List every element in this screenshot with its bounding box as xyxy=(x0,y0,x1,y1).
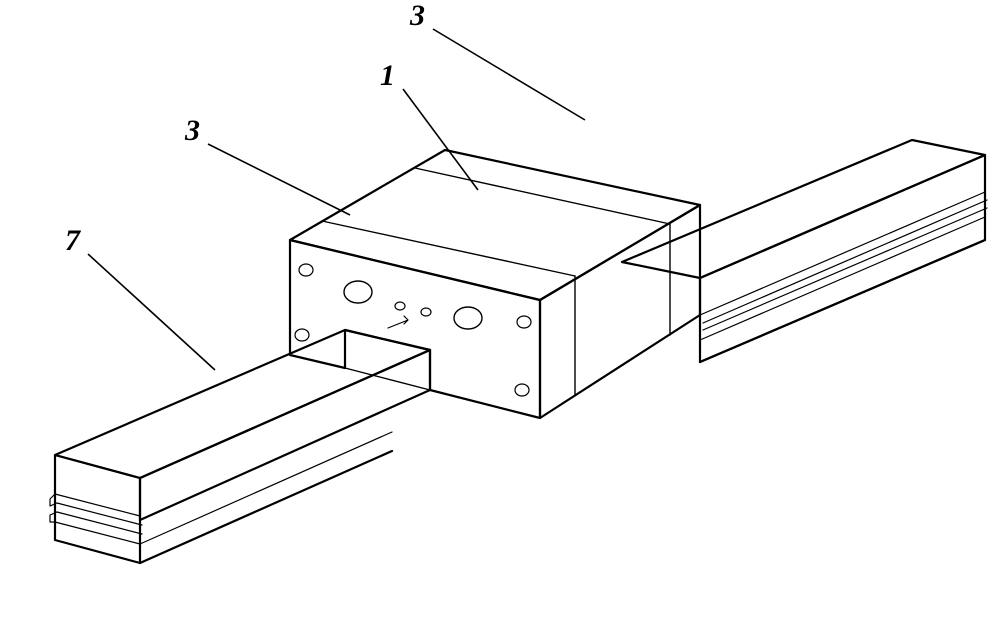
leader-line-endcap_left xyxy=(208,144,350,215)
screw-hole xyxy=(517,316,531,328)
rail-front-base xyxy=(140,451,392,563)
label-rail: 7 xyxy=(65,224,81,257)
rail-front-end xyxy=(55,455,140,563)
screw-hole xyxy=(299,264,313,276)
rail-rear-groove xyxy=(703,208,987,330)
small-hole xyxy=(421,308,431,316)
label-endcap_left: 3 xyxy=(184,114,200,147)
rail-rear-top xyxy=(622,140,985,278)
label-block_main: 1 xyxy=(380,59,395,92)
block-top xyxy=(290,150,700,300)
leader-line-endcap_right xyxy=(433,29,585,120)
rail-front-groove xyxy=(57,512,142,534)
endcap-right-seam xyxy=(415,168,670,224)
leader-line-rail xyxy=(88,254,215,370)
block-front xyxy=(290,240,540,418)
rail-front-side-line xyxy=(140,432,392,544)
grease-nipple xyxy=(388,316,408,328)
rail-rear-base xyxy=(700,240,985,362)
screw-hole xyxy=(515,384,529,396)
endcap-left-seam xyxy=(322,221,575,276)
rail-rear-groove xyxy=(700,217,985,340)
rail-front-groove xyxy=(57,503,142,525)
rail-front-groove xyxy=(55,522,140,544)
screw-hole xyxy=(295,329,309,341)
leader-line-block_main xyxy=(403,89,478,190)
bolt-hole xyxy=(344,281,372,303)
rail-rear-groove xyxy=(703,200,987,323)
bolt-hole xyxy=(454,307,482,329)
rail-front-side-line xyxy=(140,390,430,520)
rail-front-top xyxy=(55,330,430,478)
block-right xyxy=(540,205,700,418)
rail-front-groove xyxy=(55,494,140,516)
label-endcap_right: 3 xyxy=(409,0,425,32)
small-hole xyxy=(395,302,405,310)
